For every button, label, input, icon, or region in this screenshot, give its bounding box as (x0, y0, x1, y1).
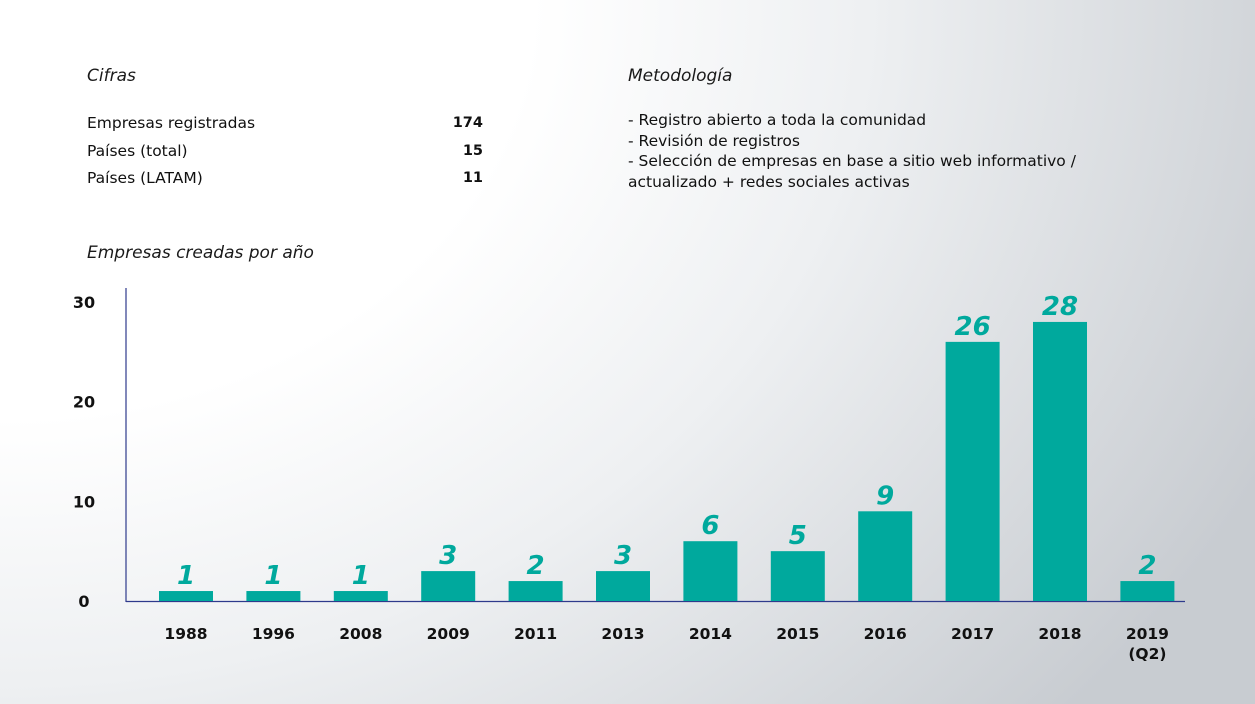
data-label: 28 (1042, 292, 1078, 322)
data-label: 6 (701, 511, 719, 541)
metodologia-title: Metodología (628, 66, 733, 86)
data-label: 1 (264, 561, 282, 591)
y-tick-label: 20 (73, 393, 95, 412)
data-label: 26 (955, 312, 991, 342)
data-label: 5 (789, 521, 807, 551)
stat-row-empresas: Empresas registradas 174 (87, 112, 483, 140)
bar (945, 341, 1000, 601)
bar (1033, 321, 1087, 601)
x-tick-label: 2015 (776, 625, 819, 643)
y-tick-label: 0 (78, 592, 89, 611)
x-tick-label: 2013 (601, 625, 644, 643)
stat-value: 174 (452, 115, 483, 131)
stat-value: 11 (462, 170, 483, 186)
x-tick-label: 2008 (339, 625, 382, 643)
stat-row-paises-total: Países (total) 15 (87, 140, 483, 168)
x-tick-label: 2017 (951, 625, 994, 643)
data-label: 3 (614, 541, 632, 571)
data-label: 9 (876, 481, 894, 511)
x-tick-label: 1996 (252, 625, 295, 643)
bar-chart: 0 10 20 30 1 1988 1 1996 1 2008 3 2009 2 2011 3 2013 6 2… (73, 288, 1185, 663)
x-tick-label: 2009 (427, 625, 470, 643)
stat-row-paises-latam: Países (LATAM) 11 (87, 167, 483, 195)
chart-labels: 1 1988 1 1996 1 2008 3 2009 2 2011 3 2013 6 2014 5 2015… (164, 292, 1169, 663)
bar (770, 551, 825, 601)
bar (596, 571, 650, 601)
chart-title: Empresas creadas por año (87, 243, 314, 263)
x-tick-label: 2014 (689, 625, 732, 643)
x-tick-label: 2018 (1038, 625, 1081, 643)
bar (508, 581, 563, 601)
metodologia-line: - Revisión de registros (628, 131, 800, 150)
bar (159, 591, 213, 601)
x-tick-label: 1988 (164, 625, 207, 643)
y-tick-label: 10 (73, 492, 95, 511)
metodologia-line: - Registro abierto a toda la comunidad (628, 111, 927, 129)
bar (421, 571, 476, 601)
data-label: 2 (1138, 551, 1156, 581)
cifras-title: Cifras (87, 66, 136, 86)
bar (1120, 581, 1175, 601)
cifras-table: Empresas registradas 174 Países (total) … (87, 112, 483, 195)
data-label: 1 (352, 561, 370, 591)
data-label: 1 (177, 561, 195, 591)
x-tick-label: 2019 (Q2) (1126, 625, 1169, 663)
bar (333, 591, 388, 601)
stat-label: Países (LATAM) (87, 169, 203, 187)
chart-axes: 0 10 20 30 (73, 288, 1185, 611)
metodologia-line: actualizado + redes sociales activas (628, 172, 910, 191)
data-label: 2 (527, 551, 545, 581)
bar (858, 511, 913, 601)
stat-value: 15 (462, 142, 483, 159)
metodologia-list: - Registro abierto a toda la comunidad -… (628, 110, 1148, 192)
metodologia-line: - Selección de empresas en base a sitio … (628, 152, 1076, 170)
stat-label: Países (total) (87, 141, 188, 160)
chart-bars (159, 321, 1175, 601)
x-tick-label: 2011 (514, 625, 557, 643)
x-tick-label: 2016 (864, 625, 907, 643)
bar (246, 591, 301, 601)
stat-label: Empresas registradas (87, 114, 256, 132)
data-label: 3 (439, 541, 457, 571)
y-tick-label: 30 (73, 293, 95, 312)
bar (683, 541, 738, 601)
